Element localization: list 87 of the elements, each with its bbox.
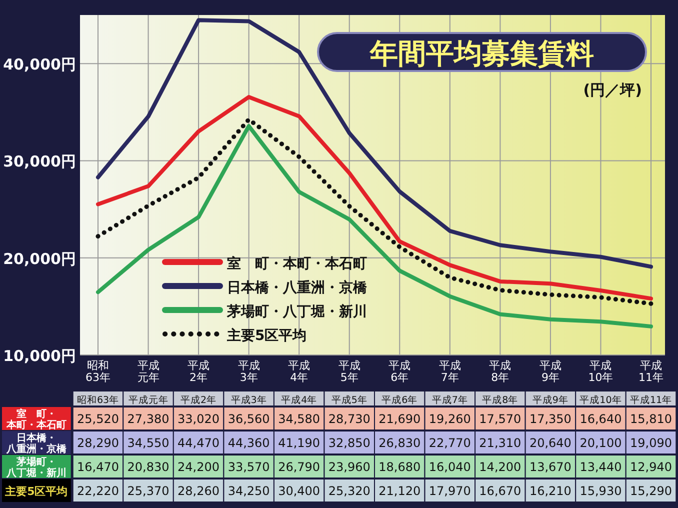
data-label: 25,520 xyxy=(77,412,119,426)
data-label: 24,200 xyxy=(178,460,220,474)
data-label: 16,040 xyxy=(428,460,471,474)
data-label: 21,120 xyxy=(378,484,421,498)
category-label: 平成9年 xyxy=(532,395,568,406)
data-label: 15,810 xyxy=(630,412,672,426)
line-series xyxy=(96,18,653,269)
data-label: 28,290 xyxy=(77,436,119,450)
data-label: 16,470 xyxy=(77,460,119,474)
data-label: 19,090 xyxy=(630,436,672,450)
data-label: 15,290 xyxy=(630,484,672,498)
category-label: 平成7年 xyxy=(432,395,468,406)
data-label: 25,370 xyxy=(127,484,170,498)
x-tick-label: 昭和63年 xyxy=(86,359,110,384)
data-label: 34,550 xyxy=(127,436,170,450)
x-tick-label: 平成6年 xyxy=(388,359,411,384)
text: 日本橋・八重洲・京橋 xyxy=(6,433,66,455)
category-label: 平成11年 xyxy=(630,395,672,406)
legend-label: 室 町・本町・本石町 xyxy=(227,255,367,272)
data-label: 17,350 xyxy=(529,412,572,426)
data-label: 20,830 xyxy=(127,460,170,474)
data-label: 12,940 xyxy=(630,460,672,474)
y-tick-label: 10,000円 xyxy=(3,347,76,365)
data-label: 16,210 xyxy=(529,484,572,498)
data-label: 19,260 xyxy=(428,412,471,426)
category-label: 平成6年 xyxy=(382,395,418,406)
data-label: 34,580 xyxy=(278,412,320,426)
category-label: 平成2年 xyxy=(180,395,217,406)
data-label: 26,790 xyxy=(278,460,320,474)
x-tick-label: 平成7年 xyxy=(438,359,461,384)
data-label: 20,640 xyxy=(529,436,572,450)
category-label: 昭和63年 xyxy=(76,395,120,406)
text: 年間平均募集賃料 xyxy=(369,37,594,70)
data-label: 21,310 xyxy=(479,436,522,450)
legend-label: 茅場町・八丁堀・新川 xyxy=(226,303,367,320)
y-tick-label: 20,000円 xyxy=(3,250,76,268)
data-label: 22,220 xyxy=(77,484,119,498)
data-label: 16,670 xyxy=(479,484,522,498)
data-label: 27,380 xyxy=(127,412,170,426)
text: 主要5区平均 xyxy=(5,485,68,498)
category-label: 平成3年 xyxy=(230,395,267,406)
category-label: 平成8年 xyxy=(482,395,518,406)
data-label: 44,360 xyxy=(228,436,270,450)
data-label: 28,730 xyxy=(328,412,370,426)
data-label: 41,190 xyxy=(278,436,320,450)
legend-label: 主要5区平均 xyxy=(226,327,307,344)
data-label: 23,960 xyxy=(328,460,370,474)
y-axis-title: (円／坪) xyxy=(583,81,642,99)
x-tick-label: 平成9年 xyxy=(539,359,562,384)
data-label: 17,570 xyxy=(479,412,522,426)
text: 室 町・本町・本石町 xyxy=(6,409,66,431)
data-label: 16,640 xyxy=(580,412,622,426)
text: 茅場町・八丁堀・新川 xyxy=(6,457,66,479)
y-tick-label: 40,000円 xyxy=(3,56,76,74)
data-label: 28,260 xyxy=(178,484,220,498)
data-label: 34,250 xyxy=(228,484,270,498)
data-label: 14,200 xyxy=(479,460,522,474)
data-label: 18,680 xyxy=(378,460,421,474)
data-label: 33,570 xyxy=(228,460,270,474)
data-label: 13,440 xyxy=(580,460,622,474)
x-tick-label: 平成5年 xyxy=(338,359,360,384)
y-tick-label: 30,000円 xyxy=(3,152,76,171)
data-label: 26,830 xyxy=(378,436,421,450)
legend-label: 日本橋・八重洲・京橋 xyxy=(227,279,368,296)
data-label: 36,560 xyxy=(228,412,270,426)
category-label: 平成元年 xyxy=(128,395,168,406)
data-label: 22,770 xyxy=(428,436,471,450)
data-label: 32,850 xyxy=(328,436,370,450)
x-tick-label: 平成4年 xyxy=(288,359,310,384)
data-label: 44,470 xyxy=(178,436,220,450)
data-label: 25,320 xyxy=(328,484,370,498)
data-label: 30,400 xyxy=(278,484,320,498)
x-tick-label: 平成11年 xyxy=(638,359,664,384)
data-label: 21,690 xyxy=(378,412,421,426)
data-label: 13,670 xyxy=(529,460,572,474)
data-label: 33,020 xyxy=(178,412,220,426)
x-tick-label: 平成3年 xyxy=(238,359,260,384)
data-label: 20,100 xyxy=(580,436,622,450)
x-tick-label: 平成10年 xyxy=(588,359,614,384)
x-tick-label: 平成2年 xyxy=(188,359,210,384)
category-label: 平成10年 xyxy=(580,395,622,406)
x-tick-label: 平成8年 xyxy=(489,359,512,384)
data-label: 17,970 xyxy=(428,484,471,498)
data-label: 15,930 xyxy=(580,484,622,498)
category-label: 平成4年 xyxy=(281,395,318,406)
x-tick-label: 平成元年 xyxy=(137,359,160,384)
category-label: 平成5年 xyxy=(331,395,368,406)
